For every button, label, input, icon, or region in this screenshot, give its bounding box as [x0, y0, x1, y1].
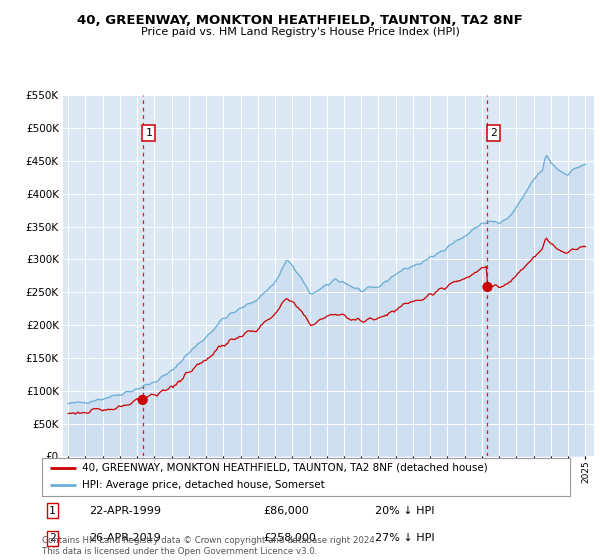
Text: HPI: Average price, detached house, Somerset: HPI: Average price, detached house, Some… [82, 480, 325, 491]
Text: 20% ↓ HPI: 20% ↓ HPI [374, 506, 434, 516]
Text: 1: 1 [49, 506, 56, 516]
Text: 22-APR-1999: 22-APR-1999 [89, 506, 161, 516]
Point [482, 282, 492, 291]
Text: Contains HM Land Registry data © Crown copyright and database right 2024.
This d: Contains HM Land Registry data © Crown c… [42, 536, 377, 556]
Text: 1: 1 [145, 128, 152, 138]
Text: £258,000: £258,000 [264, 533, 317, 543]
Text: 40, GREENWAY, MONKTON HEATHFIELD, TAUNTON, TA2 8NF (detached house): 40, GREENWAY, MONKTON HEATHFIELD, TAUNTO… [82, 463, 487, 473]
Text: 26-APR-2019: 26-APR-2019 [89, 533, 161, 543]
Text: Price paid vs. HM Land Registry's House Price Index (HPI): Price paid vs. HM Land Registry's House … [140, 27, 460, 37]
Text: 2: 2 [490, 128, 497, 138]
Text: 27% ↓ HPI: 27% ↓ HPI [374, 533, 434, 543]
Text: £86,000: £86,000 [264, 506, 310, 516]
Text: 2: 2 [49, 533, 56, 543]
Point [138, 395, 148, 404]
Text: 40, GREENWAY, MONKTON HEATHFIELD, TAUNTON, TA2 8NF: 40, GREENWAY, MONKTON HEATHFIELD, TAUNTO… [77, 14, 523, 27]
